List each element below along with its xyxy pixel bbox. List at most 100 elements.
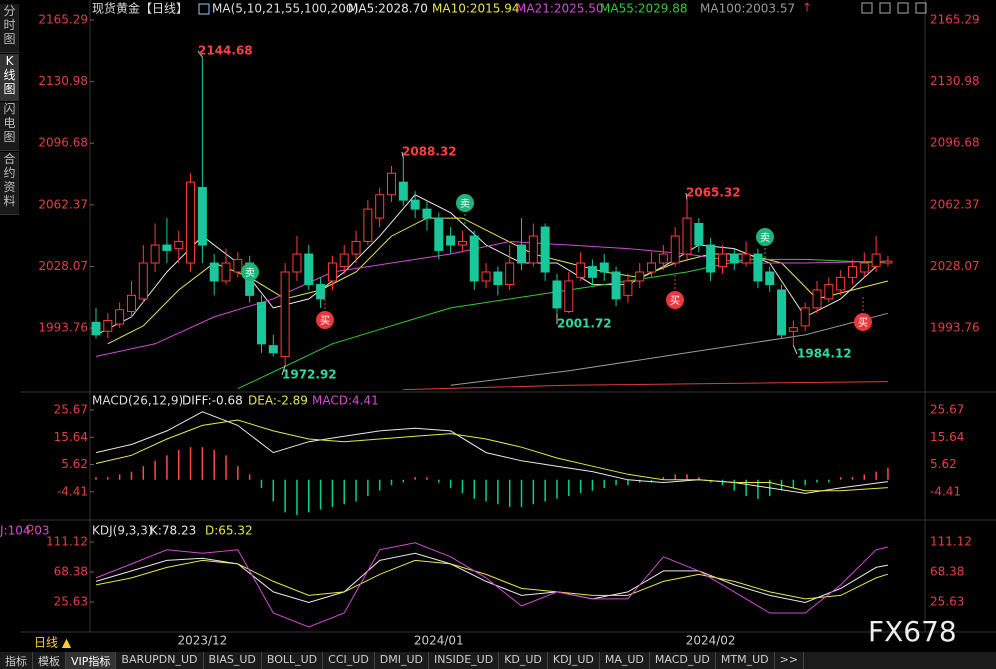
candle-body bbox=[552, 280, 562, 309]
tab[interactable]: VIP指标 bbox=[66, 652, 117, 669]
tab[interactable]: KD_UD bbox=[499, 652, 548, 669]
y-tick-label: -4.41 bbox=[930, 484, 961, 498]
tab[interactable]: 模板 bbox=[33, 652, 66, 669]
side-tab[interactable]: 闪电图 bbox=[0, 102, 19, 151]
tab[interactable]: BOLL_UD bbox=[262, 652, 324, 669]
y-tick-label: 2028.07 bbox=[38, 259, 88, 273]
signal-label: 卖 bbox=[245, 267, 255, 279]
candle-body bbox=[800, 307, 810, 327]
tab[interactable]: 指标 bbox=[0, 652, 33, 669]
tab[interactable]: MA_UD bbox=[600, 652, 650, 669]
indicator-line bbox=[95, 542, 889, 628]
candle-body bbox=[682, 217, 692, 255]
tab[interactable]: INSIDE_UD bbox=[429, 652, 500, 669]
tab[interactable]: MACD_UD bbox=[650, 652, 716, 669]
extreme-pointer bbox=[792, 345, 798, 355]
side-tab[interactable]: 分时图 bbox=[0, 4, 19, 53]
legend-entry: MA5:2028.70 bbox=[348, 2, 428, 16]
candle-body bbox=[469, 235, 479, 282]
candle-body bbox=[493, 271, 503, 286]
y-tick-label: 2062.37 bbox=[38, 197, 88, 211]
signal-label: 卖 bbox=[760, 232, 770, 244]
candle-body bbox=[871, 253, 881, 268]
y-tick-label: 2130.98 bbox=[930, 74, 980, 88]
kdj-title: KDJ(9,3,3) bbox=[92, 524, 153, 538]
side-tab[interactable]: 合约资料 bbox=[0, 152, 19, 215]
tab[interactable]: KDJ_UD bbox=[548, 652, 600, 669]
candle-body bbox=[717, 253, 727, 268]
candle-body bbox=[186, 181, 196, 264]
bottom-tabs: 指标 模板 VIP指标 BARUPDN_UD BIAS_UD BOLL_UD CCI_UD D… bbox=[0, 652, 996, 669]
candle-body bbox=[304, 253, 314, 286]
tab[interactable]: CCI_UD bbox=[323, 652, 375, 669]
indicator-line bbox=[403, 381, 888, 391]
candle-body bbox=[777, 289, 787, 336]
tab[interactable]: MTM_UD bbox=[716, 652, 775, 669]
y-tick-label: 2165.29 bbox=[38, 13, 88, 27]
candle-body bbox=[528, 235, 538, 264]
tab[interactable]: BARUPDN_UD bbox=[116, 652, 204, 669]
window-icon[interactable] bbox=[861, 2, 873, 14]
window-icon[interactable] bbox=[915, 2, 927, 14]
candle-body bbox=[363, 208, 373, 242]
legend-icon bbox=[198, 3, 210, 15]
legend-entry: MA21:2025.50 bbox=[516, 2, 604, 16]
x-tick-label: 2024/01 bbox=[414, 634, 464, 648]
extreme-label: 2065.32 bbox=[686, 186, 741, 200]
candle-body bbox=[292, 253, 302, 273]
candle-body bbox=[375, 194, 385, 219]
candle-body bbox=[517, 244, 527, 264]
tab[interactable]: DMI_UD bbox=[375, 652, 430, 669]
candle-body bbox=[410, 199, 420, 210]
candle-body bbox=[670, 235, 680, 264]
candle-body bbox=[126, 294, 136, 313]
indicator-line bbox=[95, 559, 889, 600]
period-label[interactable]: 日线 ▲ bbox=[34, 636, 72, 650]
candle-body bbox=[635, 271, 645, 282]
window-icon[interactable] bbox=[897, 2, 909, 14]
candle-body bbox=[847, 266, 857, 278]
candle-body bbox=[658, 253, 668, 264]
legend-entry: MA100:2003.57 bbox=[700, 2, 795, 16]
extreme-pointer bbox=[685, 192, 688, 200]
signal-label: 卖 bbox=[460, 198, 470, 210]
y-tick-label: -4.41 bbox=[57, 484, 88, 498]
y-tick-label: 25.67 bbox=[54, 403, 88, 417]
candle-body bbox=[564, 280, 574, 313]
signal-label: 买 bbox=[670, 295, 680, 307]
signal-label: 买 bbox=[320, 315, 330, 327]
extreme-label: 2088.32 bbox=[402, 145, 457, 159]
legend-entry: K:78.23 bbox=[150, 524, 196, 538]
candle-body bbox=[162, 244, 172, 251]
macd-title: MACD(26,12,9) bbox=[92, 394, 183, 408]
candle-body bbox=[103, 319, 113, 332]
candle-body bbox=[457, 240, 467, 246]
y-tick-label: 2096.68 bbox=[38, 136, 88, 150]
candle-body bbox=[824, 284, 834, 300]
signal-marker bbox=[241, 263, 259, 281]
signal-marker bbox=[666, 291, 684, 309]
watermark: FX678 bbox=[868, 615, 957, 648]
y-tick-label: 2096.68 bbox=[930, 136, 980, 150]
candle-body bbox=[316, 284, 326, 300]
y-tick-label: 111.12 bbox=[930, 535, 972, 549]
side-tab[interactable]: K线图 bbox=[0, 54, 19, 101]
candle-body bbox=[434, 217, 444, 251]
tab[interactable]: >> bbox=[775, 652, 805, 669]
signal-marker bbox=[854, 313, 872, 331]
signal-label: 买 bbox=[858, 317, 868, 329]
tab[interactable]: BIAS_UD bbox=[204, 652, 262, 669]
signal-marker bbox=[316, 311, 334, 329]
settings-dot[interactable] bbox=[26, 524, 34, 532]
y-tick-label: 1993.76 bbox=[38, 321, 88, 335]
window-icon[interactable] bbox=[879, 2, 891, 14]
legend-entry: DEA:-2.89 bbox=[248, 394, 308, 408]
y-tick-label: 15.64 bbox=[930, 430, 964, 444]
legend-entry: D:65.32 bbox=[205, 524, 253, 538]
up-arrow-icon[interactable]: ↑ bbox=[802, 1, 812, 15]
candle-body bbox=[268, 345, 278, 354]
y-tick-label: 5.62 bbox=[61, 457, 88, 471]
y-tick-label: 2130.98 bbox=[38, 74, 88, 88]
legend-entry: MACD:4.41 bbox=[312, 394, 379, 408]
